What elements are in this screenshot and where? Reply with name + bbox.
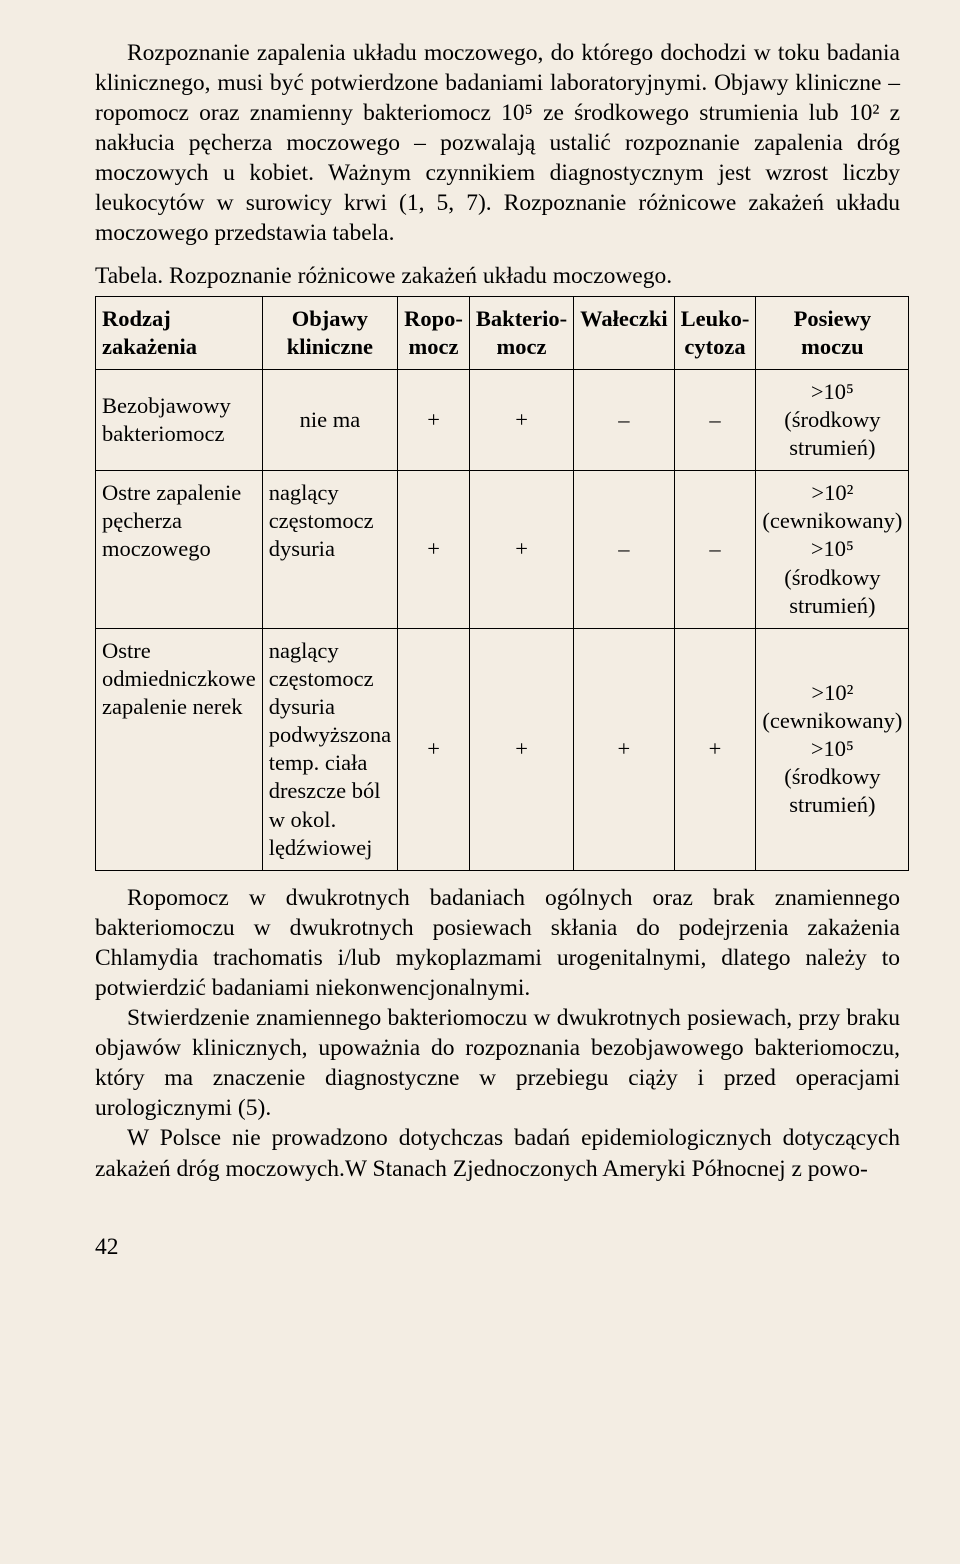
col-header-posiewy: Posiewy moczu xyxy=(756,296,909,369)
cell-ropomocz: + xyxy=(398,471,470,629)
cell-rodzaj: Bezobjawowy bakteriomocz xyxy=(96,369,263,470)
col-header-waleczki: Wałeczki xyxy=(574,296,674,369)
cell-rodzaj: Ostre odmiedniczkowe zapalenie nerek xyxy=(96,628,263,870)
cell-objawy: naglący częstomocz dysuria podwyższona t… xyxy=(262,628,397,870)
col-header-leukocytoza: Leuko- cytoza xyxy=(674,296,756,369)
cell-objawy: naglący częstomocz dysuria xyxy=(262,471,397,629)
page-number: 42 xyxy=(95,1234,900,1261)
paragraph-3: Stwierdzenie znamiennego bakteriomoczu w… xyxy=(95,1003,900,1123)
col-header-rodzaj: Rodzaj zakażenia xyxy=(96,296,263,369)
paragraph-4: W Polsce nie prowadzono dotychczas badań… xyxy=(95,1123,900,1183)
cell-posiewy: >10² (cewnikowany) >10⁵ (środkowy strumi… xyxy=(756,628,909,870)
table-header-row: Rodzaj zakażenia Objawy kliniczne Ropo- … xyxy=(96,296,909,369)
cell-waleczki: – xyxy=(574,471,674,629)
col-header-ropomocz: Ropo- mocz xyxy=(398,296,470,369)
table-row: Ostre odmiedniczkowe zapalenie nerek nag… xyxy=(96,628,909,870)
cell-waleczki: + xyxy=(574,628,674,870)
cell-posiewy: >10² (cewnikowany) >10⁵ (środkowy strumi… xyxy=(756,471,909,629)
table-caption: Tabela. Rozpoznanie różnicowe zakażeń uk… xyxy=(95,263,900,290)
table-row: Bezobjawowy bakteriomocz nie ma + + – – … xyxy=(96,369,909,470)
cell-leukocytoza: – xyxy=(674,369,756,470)
cell-waleczki: – xyxy=(574,369,674,470)
cell-bakteriomocz: + xyxy=(469,628,573,870)
table-row: Ostre zapalenie pęcherza moczowego naglą… xyxy=(96,471,909,629)
cell-leukocytoza: – xyxy=(674,471,756,629)
cell-ropomocz: + xyxy=(398,628,470,870)
cell-ropomocz: + xyxy=(398,369,470,470)
cell-bakteriomocz: + xyxy=(469,471,573,629)
document-page: Rozpoznanie zapalenia układu moczowego, … xyxy=(0,0,960,1564)
col-header-objawy: Objawy kliniczne xyxy=(262,296,397,369)
cell-rodzaj: Ostre zapalenie pęcherza moczowego xyxy=(96,471,263,629)
cell-leukocytoza: + xyxy=(674,628,756,870)
col-header-bakteriomocz: Bakterio- mocz xyxy=(469,296,573,369)
differential-table: Rodzaj zakażenia Objawy kliniczne Ropo- … xyxy=(95,296,909,871)
cell-posiewy: >10⁵ (środkowy strumień) xyxy=(756,369,909,470)
paragraph-2: Ropomocz w dwukrotnych badaniach ogólnyc… xyxy=(95,883,900,1003)
cell-objawy: nie ma xyxy=(262,369,397,470)
cell-bakteriomocz: + xyxy=(469,369,573,470)
paragraph-intro: Rozpoznanie zapalenia układu moczowego, … xyxy=(95,38,900,249)
